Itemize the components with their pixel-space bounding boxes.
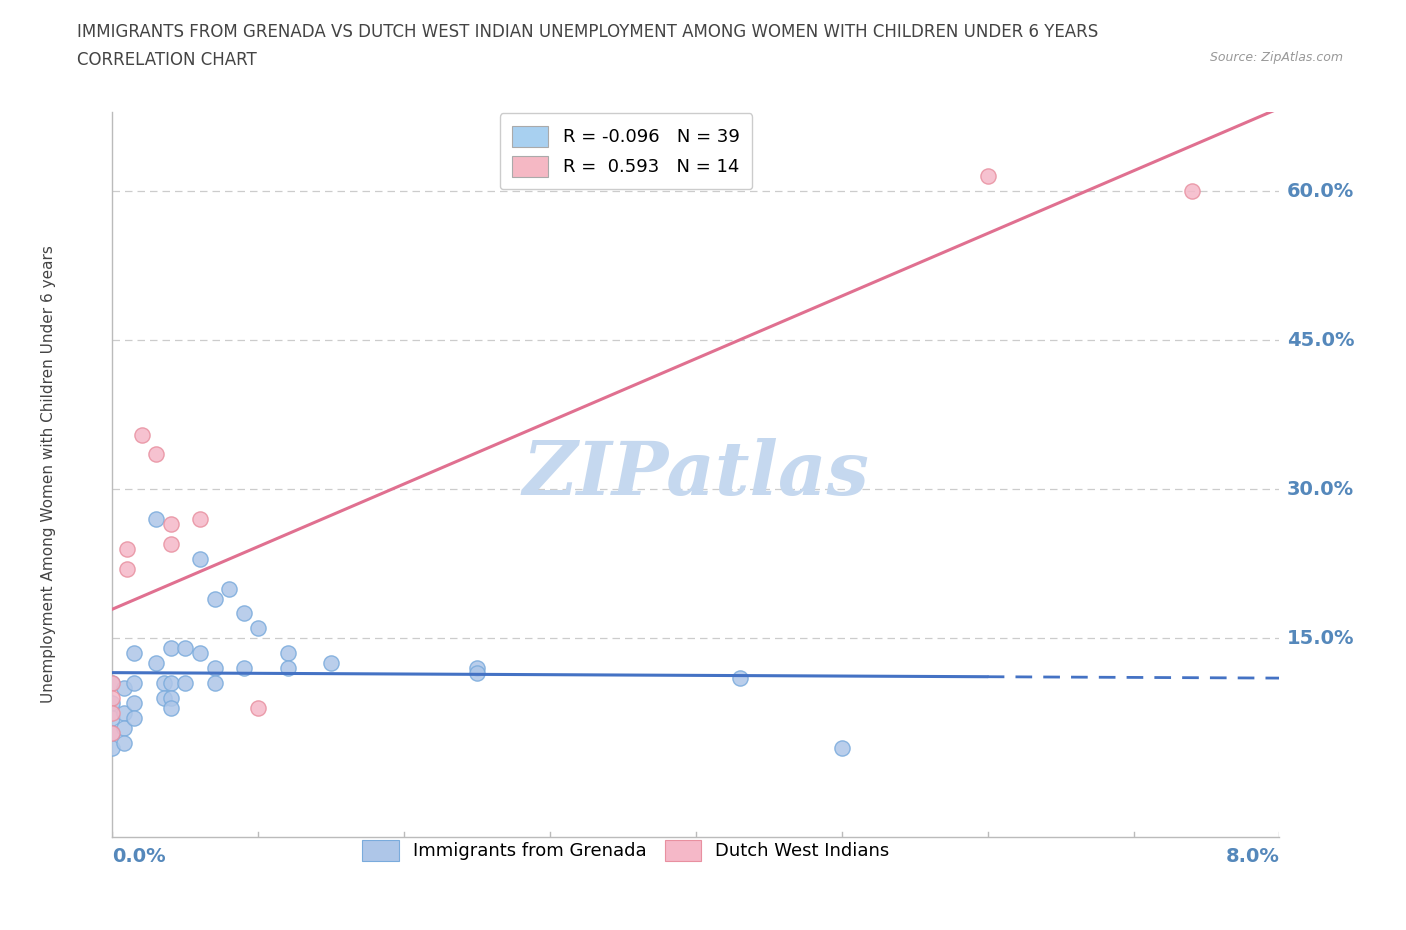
Point xyxy=(174,641,197,656)
Point xyxy=(174,675,197,690)
Point xyxy=(124,711,146,725)
Point xyxy=(276,660,298,675)
Text: ZIPatlas: ZIPatlas xyxy=(523,438,869,511)
Point xyxy=(465,660,488,675)
Point xyxy=(145,512,167,526)
Text: 60.0%: 60.0% xyxy=(1286,181,1354,201)
Point xyxy=(101,675,124,690)
Point xyxy=(101,690,124,705)
Point xyxy=(321,656,343,671)
Point xyxy=(112,705,135,720)
Point xyxy=(188,645,211,660)
Point xyxy=(160,675,183,690)
Point xyxy=(124,645,146,660)
Point xyxy=(101,725,124,740)
Point xyxy=(152,675,174,690)
Point xyxy=(115,541,138,556)
Point xyxy=(101,705,124,720)
Text: 30.0%: 30.0% xyxy=(1286,480,1354,498)
Text: 8.0%: 8.0% xyxy=(1226,847,1279,866)
Point xyxy=(101,696,124,711)
Point xyxy=(465,666,488,681)
Point xyxy=(1181,183,1204,198)
Point xyxy=(204,675,226,690)
Point xyxy=(124,696,146,711)
Point xyxy=(145,656,167,671)
Point xyxy=(188,512,211,526)
Point xyxy=(160,641,183,656)
Point xyxy=(115,562,138,577)
Point xyxy=(204,591,226,606)
Point xyxy=(247,621,270,636)
Point xyxy=(232,606,254,621)
Point xyxy=(124,675,146,690)
Text: CORRELATION CHART: CORRELATION CHART xyxy=(77,51,257,69)
Point xyxy=(112,681,135,696)
Text: 0.0%: 0.0% xyxy=(112,847,166,866)
Point xyxy=(831,740,853,755)
Point xyxy=(276,645,298,660)
Text: Unemployment Among Women with Children Under 6 years: Unemployment Among Women with Children U… xyxy=(41,246,56,703)
Point xyxy=(101,740,124,755)
Text: IMMIGRANTS FROM GRENADA VS DUTCH WEST INDIAN UNEMPLOYMENT AMONG WOMEN WITH CHILD: IMMIGRANTS FROM GRENADA VS DUTCH WEST IN… xyxy=(77,23,1098,41)
Legend: Immigrants from Grenada, Dutch West Indians: Immigrants from Grenada, Dutch West Indi… xyxy=(356,832,897,868)
Point xyxy=(131,427,153,442)
Point xyxy=(728,671,751,685)
Point xyxy=(112,735,135,750)
Point xyxy=(145,447,167,462)
Point xyxy=(204,660,226,675)
Point xyxy=(112,720,135,735)
Point xyxy=(160,700,183,715)
Point xyxy=(101,725,124,740)
Point xyxy=(160,690,183,705)
Point xyxy=(232,660,254,675)
Point xyxy=(101,675,124,690)
Point xyxy=(188,551,211,566)
Point xyxy=(160,516,183,531)
Point xyxy=(218,581,240,596)
Point xyxy=(101,711,124,725)
Point xyxy=(160,537,183,551)
Point xyxy=(152,690,174,705)
Text: 45.0%: 45.0% xyxy=(1286,331,1354,350)
Text: 15.0%: 15.0% xyxy=(1286,629,1354,648)
Point xyxy=(976,168,998,183)
Text: Source: ZipAtlas.com: Source: ZipAtlas.com xyxy=(1209,51,1343,64)
Point xyxy=(247,700,270,715)
